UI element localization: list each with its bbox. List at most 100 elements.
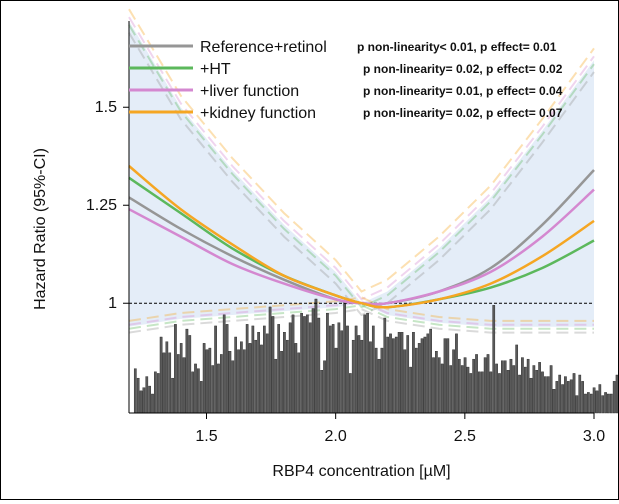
histogram-bar xyxy=(409,366,412,414)
ci-lower-line xyxy=(128,300,594,326)
histogram-bar xyxy=(374,347,378,414)
histogram-bar xyxy=(541,371,544,414)
histogram-bar xyxy=(228,351,232,414)
histogram-bar xyxy=(340,330,344,414)
histogram-bar xyxy=(578,374,582,414)
histogram-bar xyxy=(217,363,220,414)
histogram-bar xyxy=(237,349,240,414)
histogram-bar xyxy=(429,328,432,414)
histogram-bar xyxy=(154,371,157,414)
histogram-bar xyxy=(208,347,212,414)
legend-label: Reference+retinol xyxy=(200,39,327,56)
histogram-bar xyxy=(452,349,455,414)
histogram-bar xyxy=(449,365,453,414)
histogram-bar xyxy=(165,341,169,414)
histogram-bar xyxy=(271,316,275,414)
histogram-bar xyxy=(469,373,473,414)
histogram-bar xyxy=(211,365,215,414)
histogram-bar xyxy=(346,325,349,414)
histogram-bar xyxy=(240,341,243,414)
histogram-bar xyxy=(222,314,226,414)
histogram-bar xyxy=(595,390,599,414)
histogram-bar xyxy=(526,358,530,414)
histogram-bar xyxy=(234,336,237,414)
histogram-bar xyxy=(320,370,324,414)
histogram-bar xyxy=(400,332,404,414)
histogram-bar xyxy=(446,338,450,414)
histogram-bar xyxy=(604,392,607,414)
histogram-bar xyxy=(280,351,283,414)
histogram-bar xyxy=(437,357,441,414)
histogram-bar xyxy=(191,371,194,414)
histogram-bar xyxy=(285,339,289,414)
histogram-bar xyxy=(397,332,401,414)
histogram-bar xyxy=(136,377,140,414)
histogram-bar xyxy=(423,336,427,414)
ci-lower-line xyxy=(128,296,594,322)
histogram-bar xyxy=(202,343,206,414)
histogram-bar xyxy=(306,314,309,414)
histogram-bar xyxy=(205,349,209,414)
histogram-bar xyxy=(406,335,410,414)
histogram-bar xyxy=(383,317,387,414)
histogram-bar xyxy=(549,365,553,414)
histogram-bar xyxy=(277,324,281,414)
histogram-bar xyxy=(174,324,177,414)
histogram-bar xyxy=(308,322,312,414)
histogram-bar xyxy=(242,349,246,414)
histogram-bar xyxy=(323,360,326,414)
histogram-bar xyxy=(561,384,564,414)
histogram-bar xyxy=(328,325,332,414)
histogram-bar xyxy=(592,387,596,414)
histogram-bar xyxy=(426,333,430,414)
x-tick-label: 2.0 xyxy=(325,428,347,445)
histogram-bar xyxy=(288,322,292,414)
histogram-bar xyxy=(176,354,180,414)
legend-p-value: p non-linearity= 0.02, p effect= 0.07 xyxy=(363,106,563,120)
histogram-bar xyxy=(417,343,421,414)
histogram-bar xyxy=(185,328,189,414)
histogram-bar xyxy=(607,393,610,414)
x-tick-label: 3.0 xyxy=(583,428,605,445)
histogram-bar xyxy=(443,338,447,414)
histogram-bar xyxy=(265,333,269,414)
histogram-bar xyxy=(268,306,272,414)
histogram-bar xyxy=(225,324,229,414)
histogram-bar xyxy=(523,366,527,414)
legend-p-value: p non-linearity= 0.02, p effect= 0.02 xyxy=(363,62,563,76)
histogram-bar xyxy=(197,368,200,414)
legend-label: +kidney function xyxy=(200,105,316,122)
histogram-bar xyxy=(283,332,286,414)
histogram-bar xyxy=(251,325,255,414)
histogram-bar xyxy=(509,358,513,414)
histogram-bar xyxy=(314,298,318,414)
histogram-layer xyxy=(133,298,619,414)
histogram-bar xyxy=(432,357,435,414)
histogram-bar xyxy=(555,381,559,414)
histogram-bar xyxy=(291,314,295,414)
ci-lower-line xyxy=(128,304,594,330)
histogram-bar xyxy=(369,341,372,414)
histogram-bar xyxy=(512,365,516,414)
histogram-bar xyxy=(440,363,444,414)
confidence-band-layer xyxy=(128,8,595,334)
histogram-bar xyxy=(521,357,524,414)
series-layer xyxy=(128,165,595,309)
histogram-bar xyxy=(475,354,478,414)
histogram-bar xyxy=(601,395,605,414)
histogram-bar xyxy=(581,381,584,414)
histogram-bar xyxy=(495,363,498,414)
histogram-bar xyxy=(371,325,375,414)
histogram-bar xyxy=(569,379,573,414)
legend-p-value: p non-linearity= 0.01, p effect= 0.04 xyxy=(363,84,563,98)
histogram-bar xyxy=(612,381,616,414)
histogram-bar xyxy=(435,351,438,414)
histogram-bar xyxy=(575,395,579,414)
histogram-bar xyxy=(194,363,197,414)
legend-label: +liver function xyxy=(200,83,299,100)
histogram-bar xyxy=(377,358,381,414)
histogram-bar xyxy=(145,376,149,414)
legend: Reference+retinol p non-linearity< 0.01, … xyxy=(129,39,563,122)
